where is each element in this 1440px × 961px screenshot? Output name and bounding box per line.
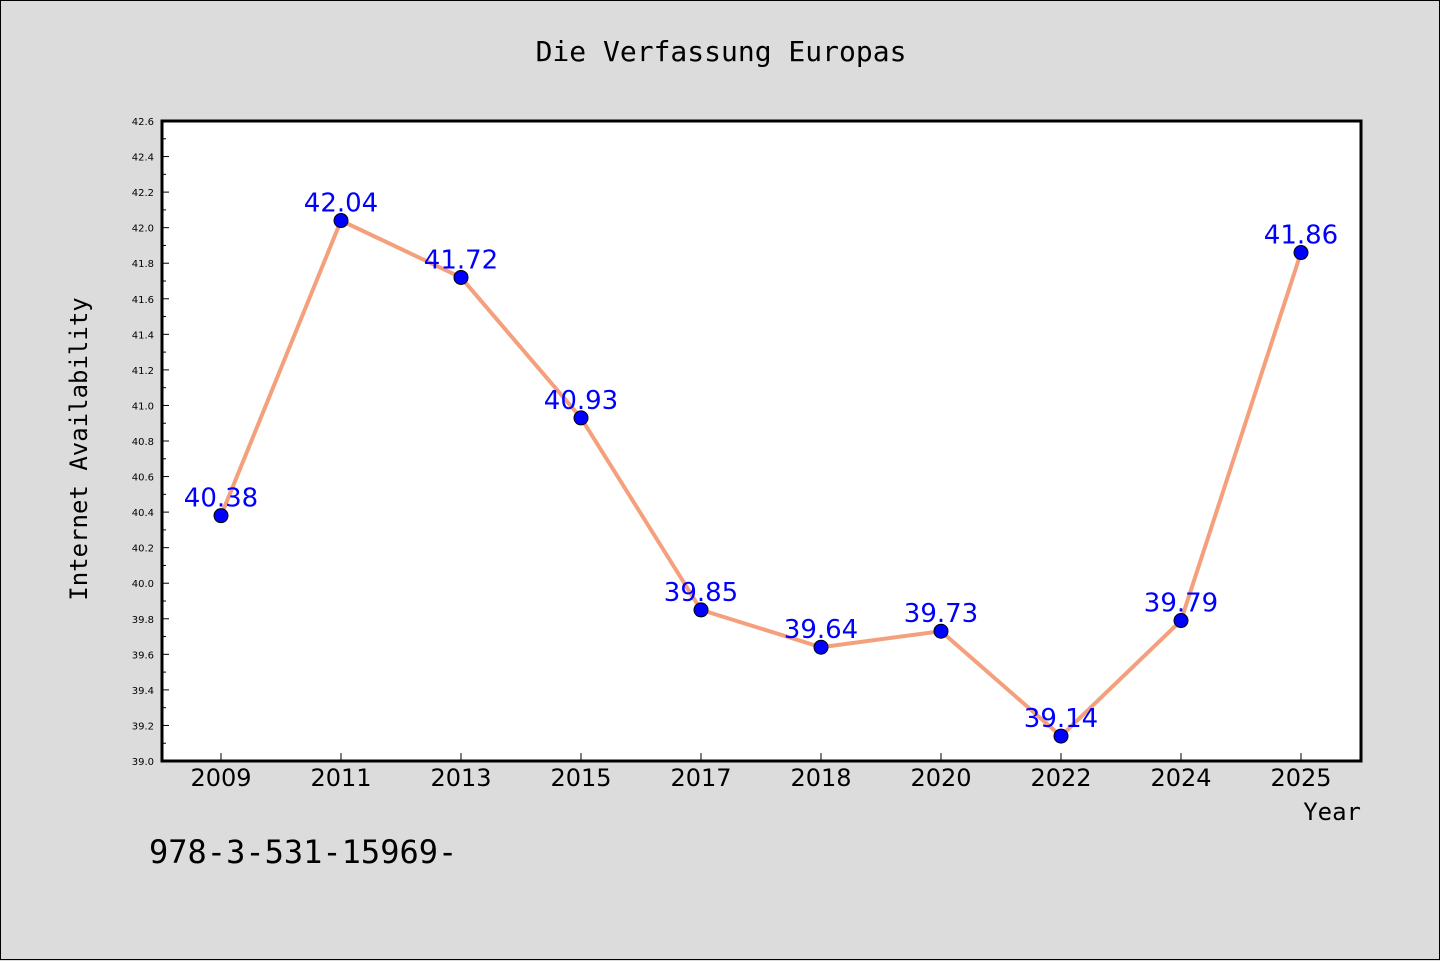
x-axis: 2009 2011 2013 2015 2017 2018 2020 2022 2024 2025	[190, 753, 1332, 792]
x-axis-title: Year	[1303, 798, 1361, 826]
y-tick-label: 41.4	[132, 330, 154, 341]
footer-isbn: 978-3-531-15969-	[149, 833, 458, 871]
y-tick-label: 41.0	[132, 401, 154, 412]
data-point	[333, 213, 349, 229]
y-tick-label: 40.2	[132, 544, 154, 555]
data-point	[1293, 245, 1309, 261]
data-point	[453, 269, 469, 285]
data-label: 39.14	[1024, 704, 1098, 734]
data-label: 39.73	[904, 599, 978, 629]
y-tick-label: 40.6	[132, 473, 154, 484]
data-label: 39.79	[1144, 589, 1218, 619]
y-tick-label: 42.2	[132, 188, 154, 199]
y-tick-label: 40.0	[132, 579, 154, 590]
y-tick-label: 39.0	[132, 757, 154, 768]
data-label: 42.04	[304, 189, 378, 219]
data-label: 41.72	[424, 245, 498, 275]
data-label: 40.38	[184, 484, 258, 514]
x-tick-label: 2024	[1150, 764, 1211, 792]
data-label: 39.85	[664, 578, 738, 608]
y-tick-label: 42.4	[132, 153, 154, 164]
data-point	[573, 410, 589, 426]
y-tick-label: 41.6	[132, 295, 154, 306]
series-layer	[213, 213, 1309, 744]
y-axis-title: Internet Availability	[65, 297, 93, 600]
data-point	[933, 623, 949, 639]
y-tick-label: 41.8	[132, 259, 154, 270]
data-labels: 40.38 42.04 41.72 40.93 39.85 39.64 39.73 39.14…	[184, 189, 1338, 735]
data-point	[693, 602, 709, 618]
y-tick-label: 40.8	[132, 437, 154, 448]
y-axis: 39.0 39.2 39.4 39.6 39.8 40.0 40.2 40.4 40.6 40.8…	[132, 117, 169, 768]
y-tick-label: 39.2	[132, 721, 154, 732]
series-line	[219, 218, 1303, 739]
x-tick-label: 2025	[1270, 764, 1331, 792]
x-tick-label: 2020	[910, 764, 971, 792]
data-point	[1173, 613, 1189, 629]
y-tick-label: 39.8	[132, 615, 154, 626]
x-tick-label: 2017	[670, 764, 731, 792]
data-label: 40.93	[544, 386, 618, 416]
x-tick-label: 2022	[1030, 764, 1091, 792]
x-tick-label: 2015	[550, 764, 611, 792]
y-tick-label: 42.0	[132, 224, 154, 235]
plot-area	[160, 119, 1363, 763]
y-tick-label: 42.6	[132, 117, 154, 128]
data-point	[1053, 728, 1069, 744]
y-tick-label: 41.2	[132, 366, 154, 377]
data-point	[813, 639, 829, 655]
data-point	[213, 508, 229, 524]
x-tick-label: 2018	[790, 764, 851, 792]
x-tick-label: 2009	[190, 764, 251, 792]
y-tick-label: 40.4	[132, 508, 154, 519]
y-tick-label: 39.6	[132, 650, 154, 661]
x-tick-label: 2013	[430, 764, 491, 792]
y-tick-label: 39.4	[132, 686, 154, 697]
data-label: 39.64	[784, 615, 858, 645]
data-label: 41.86	[1264, 221, 1338, 251]
chart-title: Die Verfassung Europas	[535, 35, 907, 68]
x-tick-label: 2011	[310, 764, 371, 792]
